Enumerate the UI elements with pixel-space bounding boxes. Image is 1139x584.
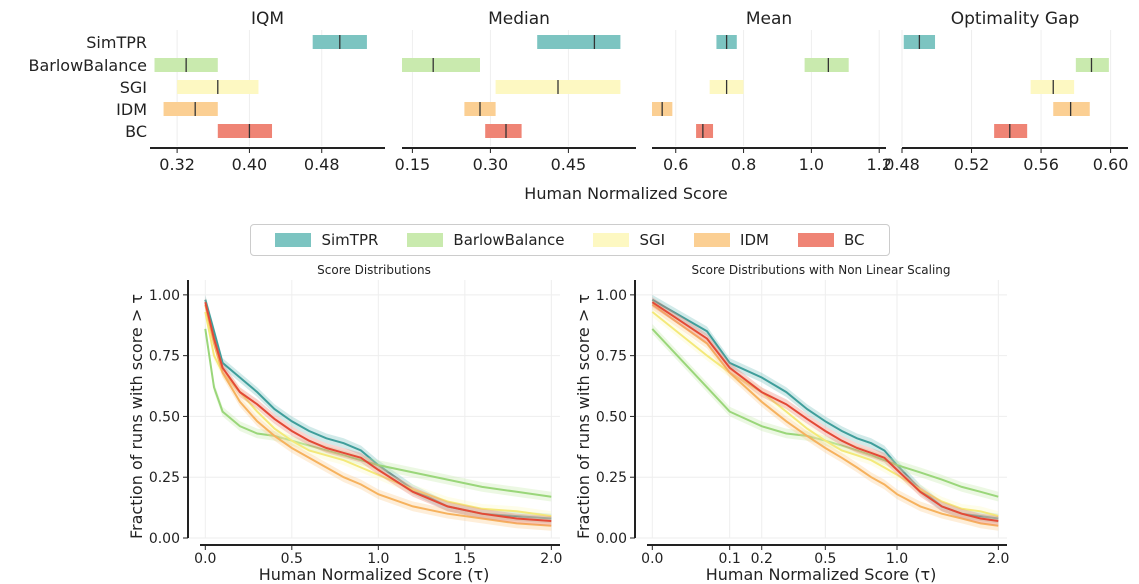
method-label: BC <box>125 122 147 141</box>
x-tick-label: 0.2 <box>751 551 773 567</box>
panel-title: Optimality Gap <box>951 9 1080 29</box>
x-tick-label: 0.60 <box>1093 155 1129 174</box>
y-tick-label: 0.75 <box>596 349 627 365</box>
legend-item: SimTPR <box>275 231 378 249</box>
interval-bar-sgi <box>1030 80 1075 94</box>
y-axis-label: Fraction of runs with score > τ <box>574 294 593 539</box>
series-line-barlowbalance <box>204 328 552 498</box>
interval-bar-bc <box>217 124 273 138</box>
x-tick-label: 0.45 <box>551 155 587 174</box>
panel-title: Score Distributions <box>317 263 431 277</box>
series-line-barlowbalance <box>651 328 999 498</box>
y-tick-label: 0.00 <box>149 531 180 547</box>
interval-bar-simtpr <box>537 35 621 49</box>
y-tick-label: 0.75 <box>149 349 180 365</box>
series-line-idm <box>651 303 999 527</box>
shared-x-label: Human Normalized Score <box>524 184 727 203</box>
legend-swatch <box>407 233 444 247</box>
y-tick-label: 1.00 <box>149 288 180 304</box>
interval-bar-barlowbalance <box>804 58 849 72</box>
legend-label: BC <box>843 231 865 249</box>
x-tick-label: 2.0 <box>540 551 562 567</box>
method-label: SGI <box>120 78 147 97</box>
y-tick-label: 0.50 <box>596 409 627 425</box>
panel-title: Score Distributions with Non Linear Scal… <box>691 263 950 277</box>
x-axis-label: Human Normalized Score (τ) <box>259 565 490 584</box>
y-tick-label: 0.00 <box>596 531 627 547</box>
x-tick-label: 0.40 <box>232 155 268 174</box>
y-axis-label: Fraction of runs with score > τ <box>127 294 146 539</box>
legend-swatch <box>694 233 731 247</box>
x-tick-label: 0.56 <box>1023 155 1059 174</box>
x-tick-label: 1.5 <box>454 551 476 567</box>
x-tick-label: 0.30 <box>473 155 509 174</box>
legend-item: SGI <box>593 231 665 249</box>
legend: SimTPR BarlowBalance SGI IDM BC <box>250 224 890 256</box>
panel-title: Median <box>488 9 550 29</box>
x-tick-label: 0.0 <box>194 551 216 567</box>
method-label: BarlowBalance <box>29 56 148 75</box>
x-tick-label: 1.2 <box>866 155 891 174</box>
method-label: IDM <box>116 100 147 119</box>
legend-label: SGI <box>639 231 666 249</box>
x-tick-label: 1.0 <box>886 551 908 567</box>
legend-swatch <box>593 233 630 247</box>
interval-bar-bc <box>696 124 714 138</box>
legend-label: SimTPR <box>321 231 379 249</box>
x-tick-label: 0.8 <box>731 155 756 174</box>
series-line-bc <box>204 301 552 522</box>
interval-bar-barlowbalance <box>1075 58 1109 72</box>
method-label: SimTPR <box>86 33 147 52</box>
x-tick-label: 0.6 <box>663 155 688 174</box>
x-tick-label: 1.0 <box>799 155 824 174</box>
interval-bar-idm <box>1053 102 1090 116</box>
interval-bar-bc <box>994 124 1028 138</box>
x-tick-label: 0.5 <box>281 551 303 567</box>
legend-swatch <box>275 233 312 247</box>
y-tick-label: 0.50 <box>149 409 180 425</box>
interval-bar-barlowbalance <box>402 58 480 72</box>
x-axis-label: Human Normalized Score (τ) <box>706 565 937 584</box>
confidence-band-sgi <box>205 307 552 521</box>
interval-bar-bc <box>485 124 522 138</box>
x-tick-label: 0.5 <box>814 551 836 567</box>
x-tick-label: 0.32 <box>159 155 195 174</box>
legend-label: IDM <box>740 231 769 249</box>
legend-item: BC <box>797 231 865 249</box>
panel-title: IQM <box>251 9 284 29</box>
x-tick-label: 0.52 <box>954 155 990 174</box>
legend-item: IDM <box>694 231 769 249</box>
x-tick-label: 0.48 <box>304 155 340 174</box>
series-line-sgi <box>651 311 999 518</box>
x-tick-label: 0.1 <box>719 551 741 567</box>
confidence-band-barlowbalance <box>652 324 999 502</box>
y-tick-label: 0.25 <box>149 470 180 486</box>
legend-item: BarlowBalance <box>407 231 565 249</box>
x-tick-label: 0.0 <box>641 551 663 567</box>
x-tick-label: 2.0 <box>987 551 1009 567</box>
legend-swatch <box>797 233 834 247</box>
x-tick-label: 0.15 <box>395 155 431 174</box>
panel-title: Mean <box>746 9 792 29</box>
confidence-band-simtpr <box>652 294 999 524</box>
series-line-idm <box>204 304 552 527</box>
y-tick-label: 1.00 <box>596 288 627 304</box>
legend-label: BarlowBalance <box>453 231 565 249</box>
interval-bar-idm <box>163 102 218 116</box>
y-tick-label: 0.25 <box>596 470 627 486</box>
x-tick-label: 1.0 <box>367 551 389 567</box>
x-tick-label: 0.48 <box>884 155 920 174</box>
series-line-bc <box>651 301 999 522</box>
